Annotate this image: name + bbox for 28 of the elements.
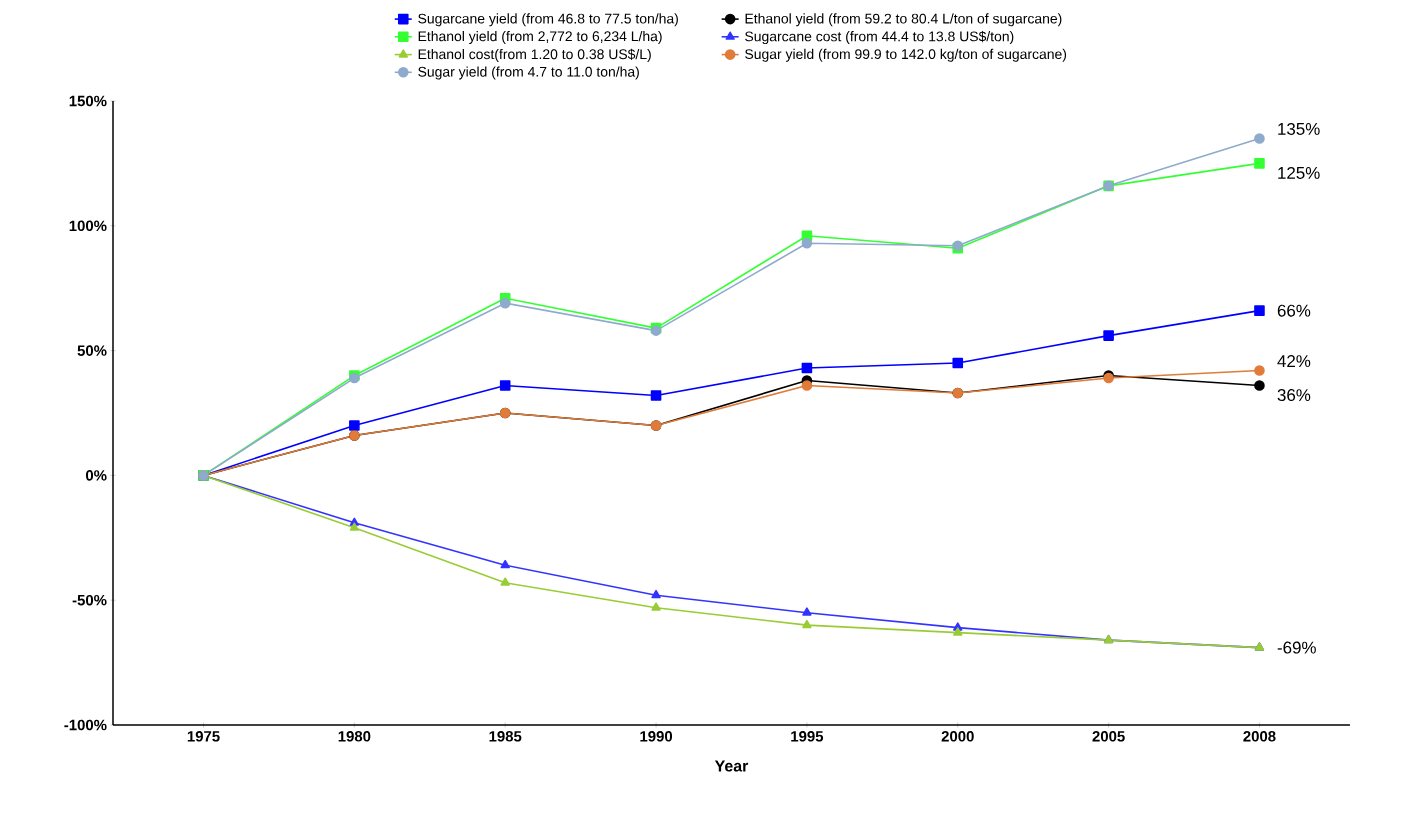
legend-label: Ethanol yield (from 59.2 to 80.4 L/ton of sugarcane) <box>745 13 1062 27</box>
legend-label: Sugarcane cost (from 44.4 to 13.8 US$/ton) <box>745 30 1014 45</box>
annotation: -69% <box>1277 641 1316 654</box>
y-tick-label: -50% <box>72 594 107 606</box>
y-tick-label: 150% <box>69 95 107 107</box>
annotation: 42% <box>1277 355 1311 368</box>
annotation: 135% <box>1278 122 1320 135</box>
legend-label: Ethanol yield (from 2,772 to 6,234 L/ha) <box>418 30 662 44</box>
x-tick-label: 1985 <box>489 731 522 742</box>
x-tick-label: 1980 <box>338 731 371 742</box>
legend-label: Sugar yield (from 4.7 to 11.0 ton/ha) <box>418 66 639 80</box>
y-tick-label: 100% <box>69 220 107 232</box>
annotation: 36% <box>1277 389 1311 402</box>
x-tick-label: 2008 <box>1243 731 1276 742</box>
annotation: 125% <box>1278 166 1320 179</box>
y-tick-label: 50% <box>77 345 107 356</box>
legend-label: Sugar yield (from 99.9 to 142.0 kg/ton of sugarcane) <box>745 48 1067 62</box>
x-tick-label: 1995 <box>791 731 824 742</box>
y-tick-label: -100% <box>64 719 107 731</box>
x-tick-label: 1975 <box>187 731 220 742</box>
legend-label: Sugarcane yield (from 46.8 to 77.5 ton/ha) <box>418 13 678 27</box>
annotation: 66% <box>1277 304 1311 317</box>
x-tick-label: 2005 <box>1092 731 1125 742</box>
x-tick-label: 2000 <box>941 731 974 742</box>
x-tick-label: 1990 <box>640 731 673 742</box>
legend-label: Ethanol cost(from 1.20 to 0.38 US$/L) <box>418 48 651 62</box>
y-tick-label: 0% <box>85 470 107 481</box>
x-axis-title: Year <box>714 760 749 772</box>
